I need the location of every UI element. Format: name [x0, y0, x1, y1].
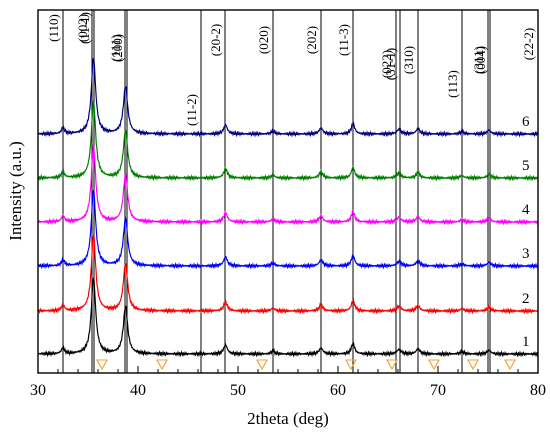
reference-label: (20-2) [208, 24, 223, 57]
x-ticks: 30 40 50 60 70 80 [30, 366, 546, 399]
reference-label: (11-1) [77, 12, 92, 44]
series-line-4 [37, 144, 539, 226]
series-line-2 [37, 235, 539, 315]
reference-label: (002) [75, 14, 90, 42]
series-label-2: 2 [522, 291, 530, 307]
triangle-marker [428, 359, 440, 371]
reference-label: (22-2) [521, 28, 536, 61]
series-line-5 [37, 100, 539, 182]
triangle-markers [96, 359, 516, 371]
series-labels: 1 2 3 4 5 6 [522, 114, 530, 350]
triangle-marker [96, 359, 108, 371]
triangle-marker [467, 359, 479, 371]
reference-label: (020) [256, 26, 271, 54]
reference-label: (111) [108, 34, 123, 61]
triangle-marker [156, 359, 168, 371]
triangle-marker [256, 359, 268, 371]
reference-label: (022) [379, 50, 394, 78]
series-label-4: 4 [522, 202, 530, 218]
reference-label: (11-2) [184, 94, 199, 126]
plot-frame [37, 9, 539, 374]
reference-label: (310) [401, 46, 416, 74]
x-tick-label: 40 [130, 382, 146, 399]
reference-label: (202) [304, 26, 319, 54]
triangle-marker [386, 359, 398, 371]
reference-label: (311) [471, 46, 486, 74]
x-tick-label: 80 [530, 382, 546, 399]
series-label-1: 1 [522, 334, 530, 350]
x-tick-label: 30 [30, 382, 46, 399]
reference-label: (004) [473, 46, 488, 74]
reference-label: (113) [445, 70, 460, 98]
series-lines [37, 57, 539, 358]
series-line-1 [37, 277, 539, 358]
x-tick-label: 50 [230, 382, 246, 399]
x-tick-label: 70 [430, 382, 446, 399]
reference-label: (31-1) [383, 48, 398, 81]
triangle-marker [345, 359, 357, 371]
x-tick-label: 60 [330, 382, 346, 399]
series-line-3 [37, 190, 539, 270]
reference-label: (200) [110, 34, 125, 62]
series-label-6: 6 [522, 114, 530, 130]
reference-label: (110) [46, 14, 61, 42]
reference-label: (11-3) [336, 24, 351, 56]
reference-lines [62, 10, 539, 373]
x-axis-label: 2theta (deg) [247, 409, 329, 428]
series-line-6 [37, 57, 539, 138]
series-label-3: 3 [522, 246, 530, 262]
y-axis-label: Intensity (a.u.) [6, 141, 25, 241]
series-label-5: 5 [522, 158, 530, 174]
reference-labels: (110) (002)(11-1) (111)(200) (11-2) (20-2) (0… [46, 12, 536, 126]
triangle-marker [504, 359, 516, 371]
